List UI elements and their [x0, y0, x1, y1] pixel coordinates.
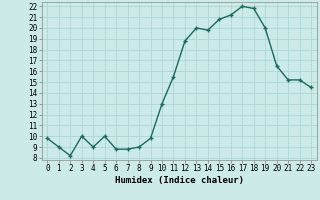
X-axis label: Humidex (Indice chaleur): Humidex (Indice chaleur)	[115, 176, 244, 185]
